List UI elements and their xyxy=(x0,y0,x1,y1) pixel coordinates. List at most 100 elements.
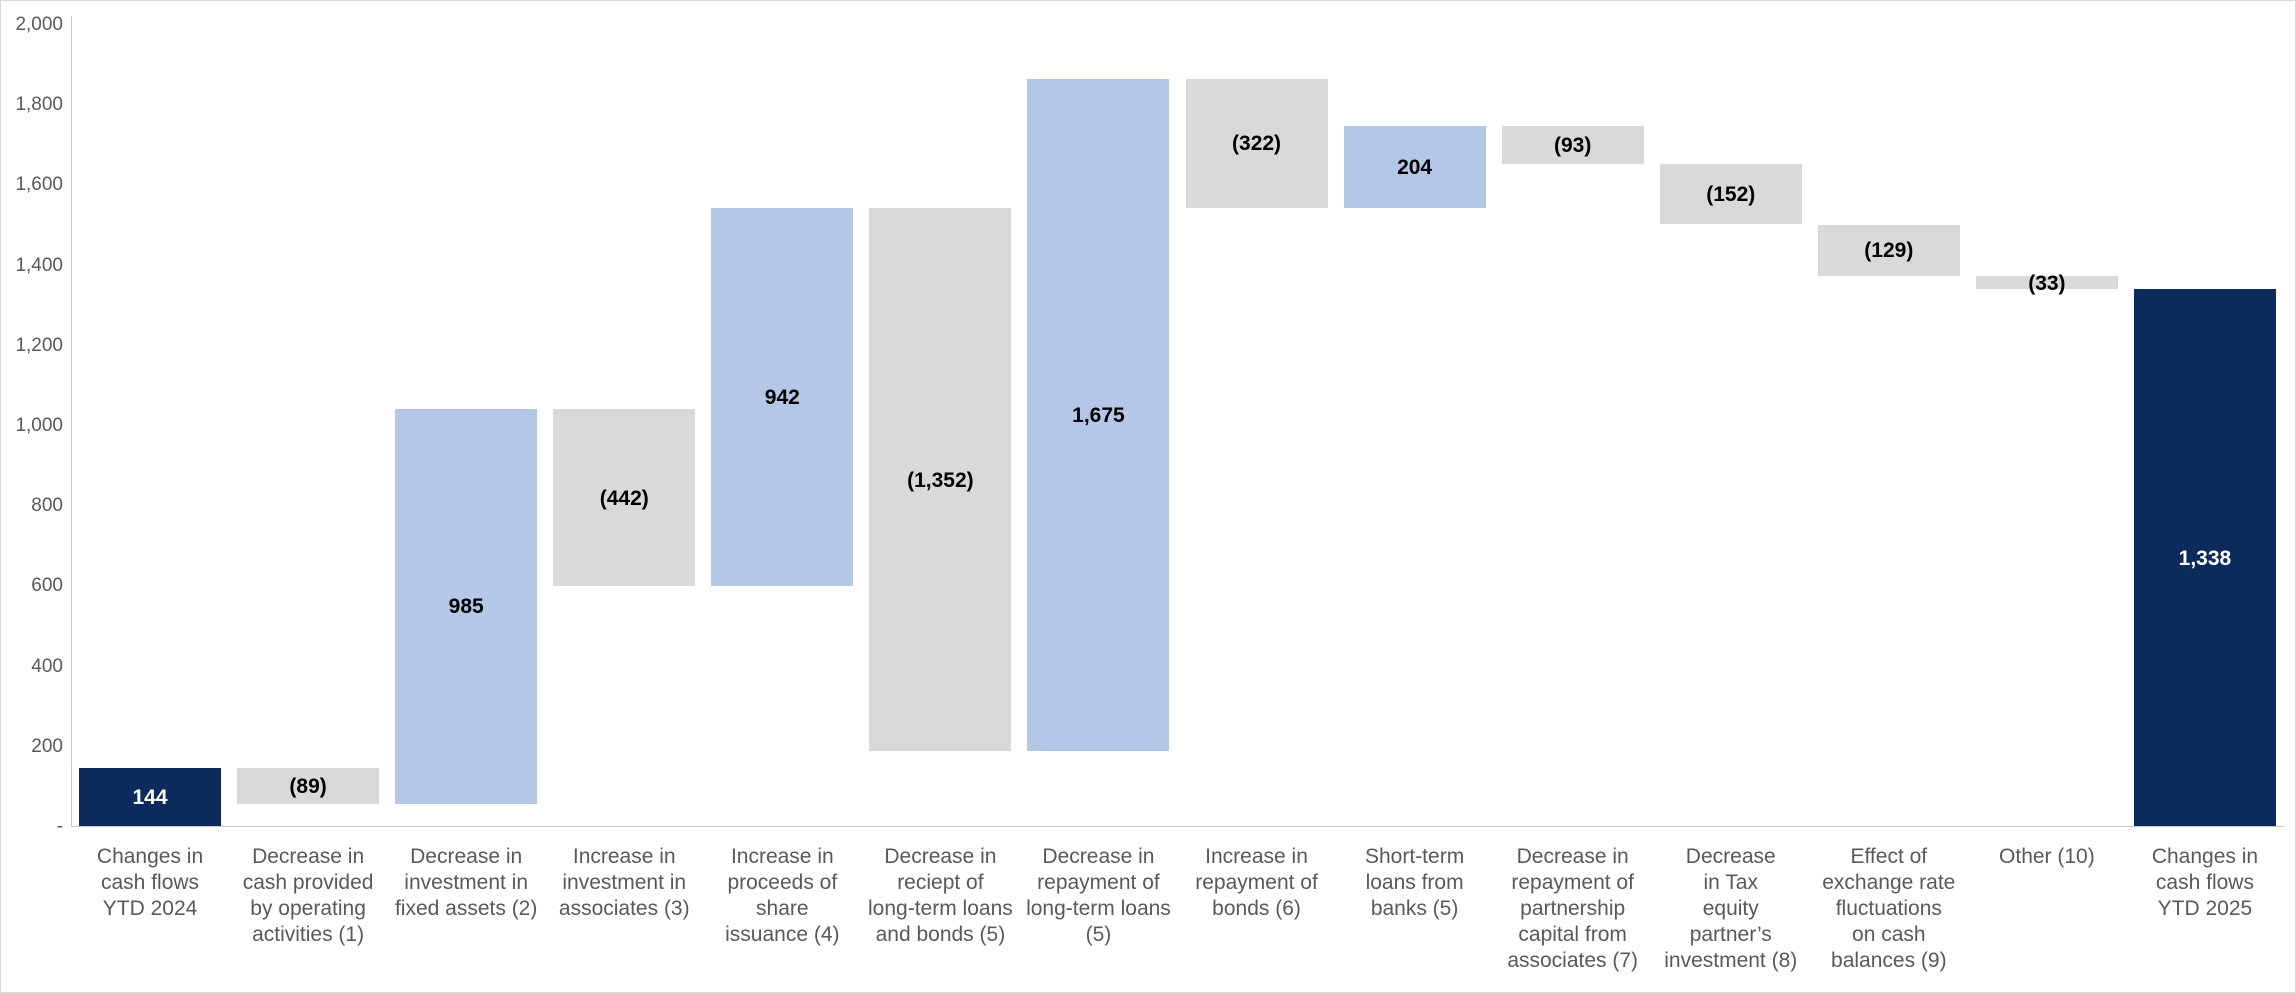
category-label-line: fixed assets (2) xyxy=(394,897,538,920)
bar-value-label: 985 xyxy=(448,595,484,619)
category-label-line: long-term loans xyxy=(868,897,1013,920)
category-label-line: bonds (6) xyxy=(1212,897,1301,920)
category-label-line: associates (7) xyxy=(1507,949,1639,972)
category-label-line: associates (3) xyxy=(558,897,690,920)
category-label-line: activities (1) xyxy=(252,923,365,946)
y-axis-tick-label: 2,000 xyxy=(15,14,63,35)
x-axis-category-label: Decrease in repayment of long-term loans (5… xyxy=(1020,844,1176,948)
x-axis-category-label: Effect of exchange rate fluctuations on cas… xyxy=(1811,844,1967,974)
category-label-line: banks (5) xyxy=(1370,897,1459,920)
waterfall-bar-decrease xyxy=(1975,276,2118,290)
y-axis-tick-label: 1,000 xyxy=(15,415,63,436)
category-label-line: partnership xyxy=(1520,897,1626,920)
category-label-line: balances (9) xyxy=(1831,949,1947,972)
y-axis-tick-label: 1,400 xyxy=(15,254,63,276)
waterfall-bar-total xyxy=(79,768,222,826)
bar-value-label: 144 xyxy=(132,786,168,810)
bar-value-label: (442) xyxy=(599,486,649,510)
y-axis-tick-label: 400 xyxy=(31,655,63,677)
category-label-line: by operating xyxy=(250,897,366,920)
category-label-line: cash flows xyxy=(2155,871,2254,894)
category-label-line: investment in xyxy=(562,871,687,894)
y-axis-tick-label: 1,800 xyxy=(15,94,63,116)
category-label-line: repayment of xyxy=(1037,871,1160,894)
x-axis-category-label: Decrease in reciept of long-term loans and … xyxy=(862,844,1018,948)
category-label-line: repayment of xyxy=(1511,871,1634,894)
category-label-line: (5) xyxy=(1085,923,1112,946)
x-axis-category-label: Changes in cash flows YTD 2024 xyxy=(72,844,228,922)
x-axis-category-label: Increase in repayment of bonds (6) xyxy=(1179,844,1335,922)
category-label-line: Decrease in xyxy=(884,845,997,868)
category-label-line: YTD 2024 xyxy=(102,897,198,920)
category-label-line: Changes in xyxy=(96,845,204,868)
y-axis-tick-label: 200 xyxy=(31,735,63,757)
x-axis-category-label: Decrease in investment in fixed assets (2) xyxy=(388,844,544,922)
bar-value-label: (129) xyxy=(1864,239,1914,263)
x-axis-category-label: Increase in proceeds of share issuance (4) xyxy=(704,844,860,948)
category-label-line: Decrease in xyxy=(1042,845,1155,868)
x-axis-category-label: Short-term loans from banks (5) xyxy=(1337,844,1493,922)
bar-value-label: (89) xyxy=(289,775,327,799)
waterfall-bar-increase xyxy=(711,208,854,587)
waterfall-bar-decrease xyxy=(1501,126,1644,164)
y-axis-tick-label: 1,200 xyxy=(15,334,63,356)
category-label-line: issuance (4) xyxy=(725,923,840,946)
category-label-line: Decrease in xyxy=(410,845,523,868)
y-axis-tick-label: 1,600 xyxy=(15,174,63,196)
category-label-line: Decrease xyxy=(1685,845,1776,868)
category-label-line: Increase in xyxy=(1205,845,1308,868)
category-label-line: Short-term xyxy=(1365,845,1465,868)
bar-value-label: (93) xyxy=(1553,133,1592,157)
waterfall-bar-decrease xyxy=(553,408,696,587)
category-label-line: proceeds of xyxy=(727,871,838,894)
category-label-line: Increase in xyxy=(730,845,834,868)
category-label-line: cash provided xyxy=(242,871,374,894)
bar-value-label: (152) xyxy=(1706,183,1756,207)
waterfall-bar-decrease xyxy=(869,208,1012,751)
category-label-line: investment (8) xyxy=(1664,949,1798,972)
category-label-line: fluctuations xyxy=(1835,897,1942,920)
x-axis-category-label: Decrease in repayment of partnership capita… xyxy=(1495,844,1651,974)
category-label-line: partner’s xyxy=(1689,923,1772,946)
category-label-line: Decrease in xyxy=(252,845,365,868)
y-axis-tick-label: 600 xyxy=(31,575,63,597)
waterfall-bar-increase xyxy=(1027,78,1170,751)
category-label-line: loans from xyxy=(1365,871,1464,894)
category-label-line: equity xyxy=(1702,897,1759,920)
x-axis-category-label: Increase in investment in associates (3) xyxy=(546,844,702,922)
bar-value-label: (322) xyxy=(1232,132,1282,156)
category-label-line: Decrease in xyxy=(1516,845,1629,868)
waterfall-bar-decrease xyxy=(1817,224,1960,277)
category-label-line: investment in xyxy=(404,871,529,894)
category-label-line: YTD 2025 xyxy=(2157,897,2253,920)
bar-value-label: 1,338 xyxy=(2178,546,2232,570)
category-label-line: repayment of xyxy=(1195,871,1318,894)
x-axis-line xyxy=(71,826,2284,827)
waterfall-bar-decrease xyxy=(237,768,380,804)
x-axis-category-label: Other (10) xyxy=(1969,844,2125,870)
y-axis-tick-label: 800 xyxy=(31,495,63,517)
category-label-line: and bonds (5) xyxy=(875,923,1006,946)
waterfall-bar-increase xyxy=(395,408,538,804)
bar-value-label: 942 xyxy=(764,386,800,410)
x-axis-category-label: Decrease in cash provided by operating acti… xyxy=(230,844,386,948)
category-label-line: Effect of xyxy=(1850,845,1928,868)
waterfall-bar-decrease xyxy=(1659,163,1802,225)
bar-value-label: 204 xyxy=(1397,156,1433,180)
category-label-line: reciept of xyxy=(897,871,984,894)
y-axis-tick-label: - xyxy=(56,816,63,837)
category-label-line: exchange rate xyxy=(1822,871,1956,894)
category-label-line: share xyxy=(756,897,809,920)
x-axis-category-label: Changes in cash flows YTD 2025 xyxy=(2127,844,2283,922)
category-label-line: cash flows xyxy=(101,871,200,894)
category-label-line: Other (10) xyxy=(1999,845,2095,868)
y-axis-line xyxy=(71,16,72,826)
category-label-line: on cash xyxy=(1852,923,1926,946)
category-label-line: long-term loans xyxy=(1026,897,1171,920)
bar-value-label: 1,675 xyxy=(1072,403,1125,427)
waterfall-bar-increase xyxy=(1343,126,1486,209)
category-label-line: in Tax xyxy=(1703,871,1758,894)
bar-value-label: (1,352) xyxy=(907,468,974,492)
x-axis-category-label: Decrease in Tax equity partner’s investment … xyxy=(1653,844,1809,974)
